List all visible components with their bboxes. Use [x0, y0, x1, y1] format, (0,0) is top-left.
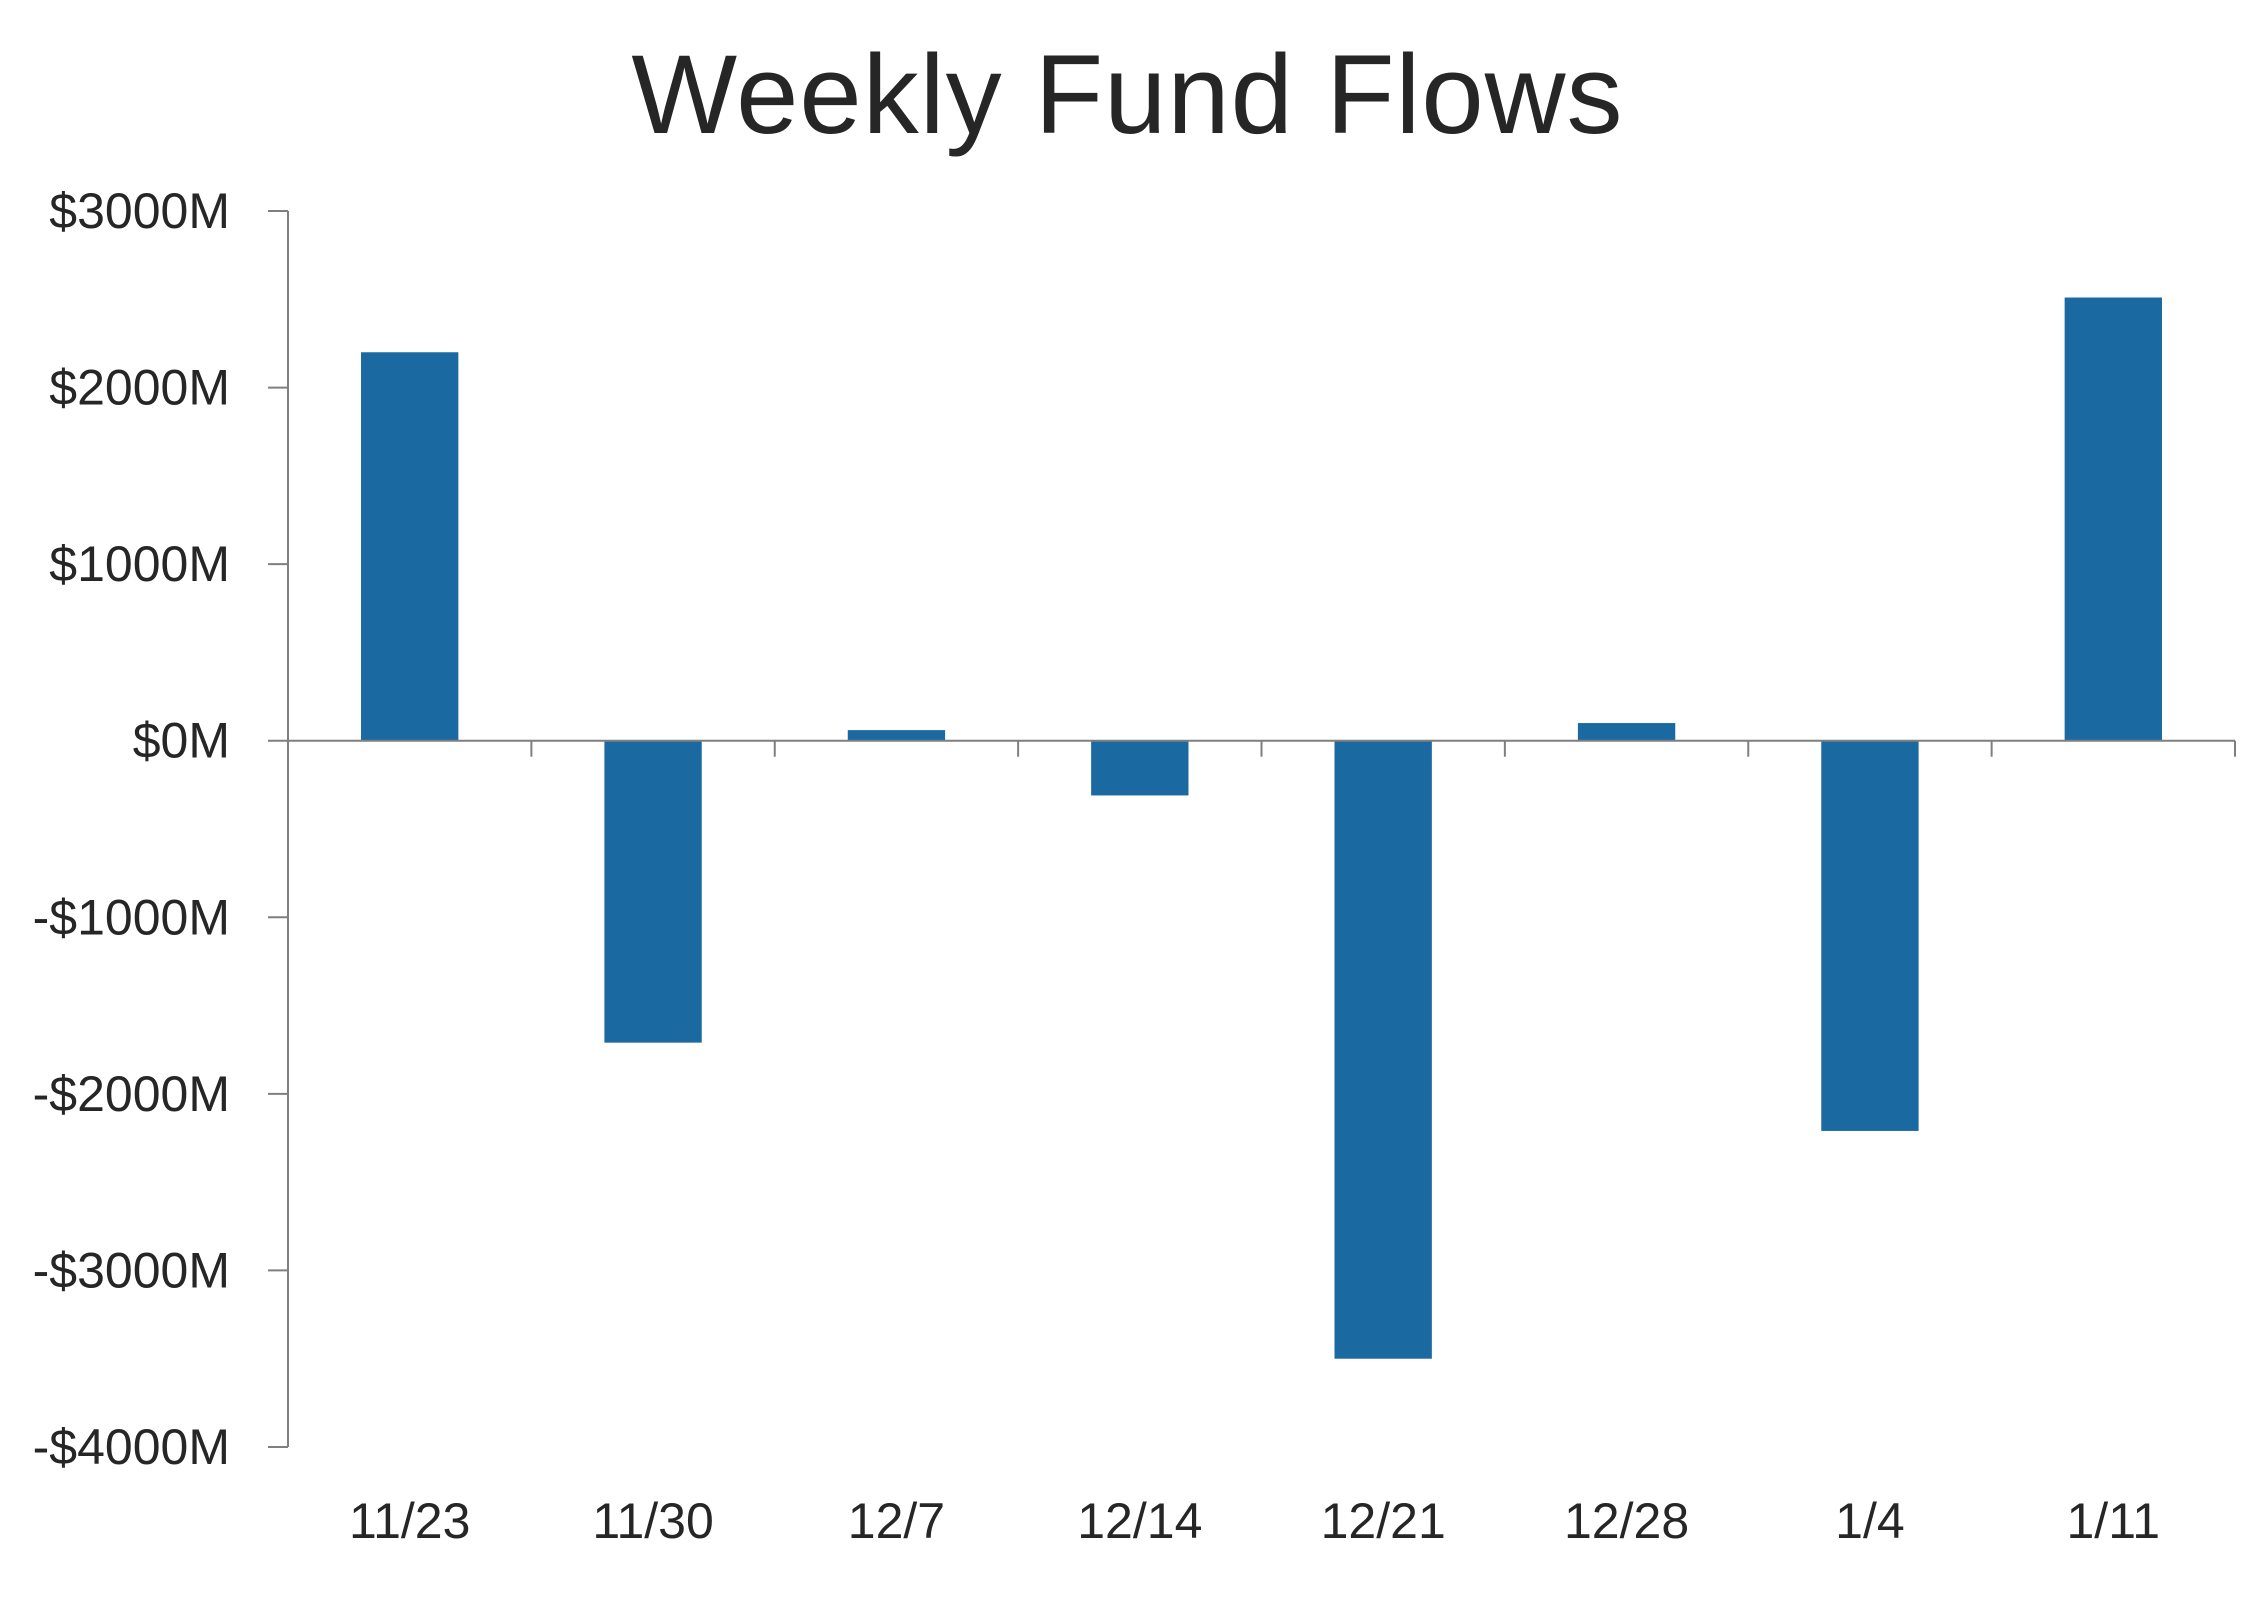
y-axis: $3000M $2000M $1000M $0M -$1000M -$2000M -$300…: [33, 183, 289, 1475]
x-tick-label: 12/14: [1077, 1493, 1202, 1549]
bar-11-23: [361, 352, 459, 741]
y-tick-label: $1000M: [49, 536, 230, 592]
y-tick-label: -$4000M: [33, 1419, 230, 1475]
x-tick-label: 11/30: [592, 1493, 713, 1549]
bar-1-4: [1821, 740, 1919, 1131]
x-tick-label: 12/21: [1321, 1493, 1446, 1549]
bar-11-30: [604, 740, 702, 1043]
y-tick-label: $3000M: [49, 183, 230, 239]
chart-title: Weekly Fund Flows: [631, 32, 1624, 157]
y-tick-label: $2000M: [49, 360, 230, 416]
bar-12-21: [1334, 740, 1432, 1359]
y-tick-label: -$3000M: [33, 1242, 230, 1298]
x-tick-label: 1/4: [1835, 1493, 1905, 1549]
y-tick-label: $0M: [133, 713, 230, 769]
y-tick-label: -$1000M: [33, 889, 230, 945]
bar-12-28: [1577, 723, 1676, 741]
x-tick-label: 12/7: [848, 1493, 945, 1549]
bar-1-11: [2064, 297, 2162, 741]
x-tick-label: 1/11: [2067, 1493, 2161, 1549]
x-tick-label: 11/23: [349, 1493, 470, 1549]
x-axis: 11/23 11/30 12/7 12/14 12/21 12/28 1/4 1/11: [288, 739, 2236, 1549]
y-tick-label: -$2000M: [33, 1066, 230, 1122]
bar-12-14: [1091, 740, 1189, 796]
x-tick-label: 12/28: [1564, 1493, 1689, 1549]
bars: [361, 297, 2162, 1359]
bar-12-7: [847, 730, 946, 741]
